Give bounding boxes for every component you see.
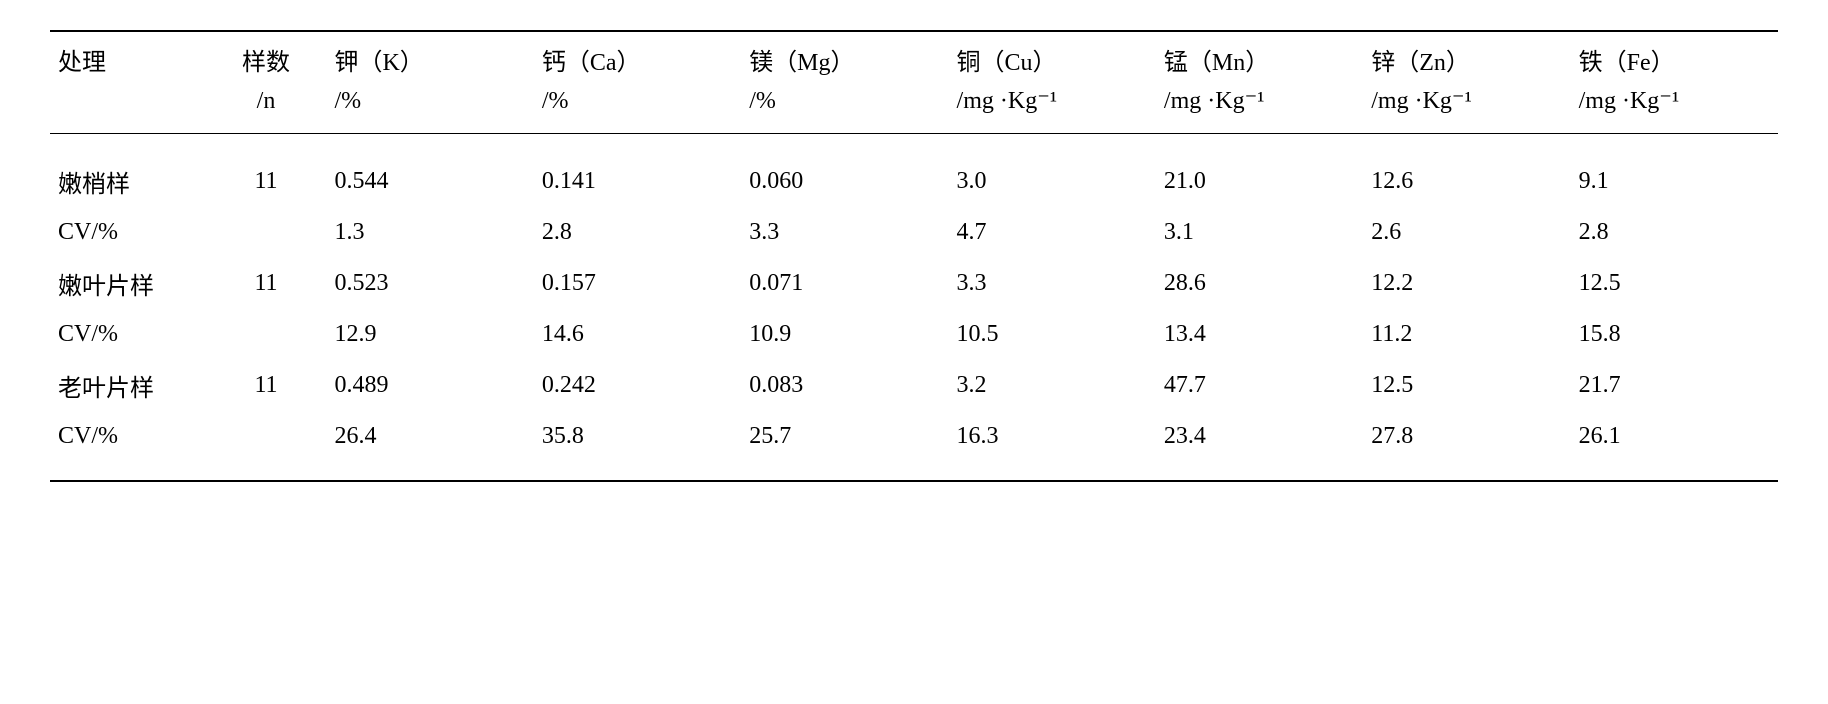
cell-fe: 21.7 (1571, 358, 1778, 413)
cell-samples: 11 (206, 256, 327, 311)
cell-mg: 0.083 (741, 358, 948, 413)
header-zn: 锌（Zn） /mg ·Kg⁻¹ (1363, 31, 1570, 133)
table-row: CV/% 12.9 14.6 10.9 10.5 13.4 11.2 15.8 (50, 311, 1778, 358)
spacer-row (50, 133, 1778, 154)
cell-zn: 12.2 (1363, 256, 1570, 311)
header-k: 钾（K） /% (326, 31, 533, 133)
cell-mn: 47.7 (1156, 358, 1363, 413)
cell-treatment: CV/% (50, 413, 206, 460)
table-row: 老叶片样 11 0.489 0.242 0.083 3.2 47.7 12.5 … (50, 358, 1778, 413)
cell-k: 0.544 (326, 154, 533, 209)
cell-mn: 28.6 (1156, 256, 1363, 311)
cell-k: 1.3 (326, 209, 533, 256)
cell-mn: 23.4 (1156, 413, 1363, 460)
header-unit: /n (214, 82, 319, 120)
data-table: 处理 样数 /n 钾（K） /% 钙（Ca） /% 镁（Mg） /% 铜（Cu） (50, 30, 1778, 482)
cell-cu: 3.2 (949, 358, 1156, 413)
header-label: 处理 (58, 50, 106, 76)
cell-zn: 12.5 (1363, 358, 1570, 413)
cell-cu: 4.7 (949, 209, 1156, 256)
cell-k: 12.9 (326, 311, 533, 358)
header-treatment: 处理 (50, 31, 206, 133)
header-label: 钙（Ca） (542, 50, 641, 76)
header-label: 钾（K） (334, 50, 423, 76)
table-header-row: 处理 样数 /n 钾（K） /% 钙（Ca） /% 镁（Mg） /% 铜（Cu） (50, 31, 1778, 133)
cell-k: 0.489 (326, 358, 533, 413)
cell-treatment: 嫩叶片样 (50, 256, 206, 311)
cell-ca: 0.157 (534, 256, 741, 311)
table-row: CV/% 26.4 35.8 25.7 16.3 23.4 27.8 26.1 (50, 413, 1778, 460)
header-ca: 钙（Ca） /% (534, 31, 741, 133)
cell-samples: 11 (206, 154, 327, 209)
cell-fe: 9.1 (1571, 154, 1778, 209)
cell-ca: 14.6 (534, 311, 741, 358)
header-label: 铜（Cu） (957, 50, 1057, 76)
header-samples: 样数 /n (206, 31, 327, 133)
header-cu: 铜（Cu） /mg ·Kg⁻¹ (949, 31, 1156, 133)
header-unit: /mg ·Kg⁻¹ (1371, 82, 1562, 120)
cell-fe: 12.5 (1571, 256, 1778, 311)
cell-fe: 15.8 (1571, 311, 1778, 358)
cell-samples (206, 311, 327, 358)
cell-treatment: CV/% (50, 209, 206, 256)
header-unit: /% (749, 82, 940, 120)
cell-mn: 3.1 (1156, 209, 1363, 256)
header-mg: 镁（Mg） /% (741, 31, 948, 133)
cell-cu: 16.3 (949, 413, 1156, 460)
cell-cu: 3.3 (949, 256, 1156, 311)
header-unit: /% (542, 82, 733, 120)
cell-mg: 10.9 (741, 311, 948, 358)
cell-mg: 0.071 (741, 256, 948, 311)
cell-cu: 3.0 (949, 154, 1156, 209)
cell-zn: 12.6 (1363, 154, 1570, 209)
table-row: 嫩梢样 11 0.544 0.141 0.060 3.0 21.0 12.6 9… (50, 154, 1778, 209)
table-row: CV/% 1.3 2.8 3.3 4.7 3.1 2.6 2.8 (50, 209, 1778, 256)
cell-ca: 0.242 (534, 358, 741, 413)
cell-mg: 25.7 (741, 413, 948, 460)
cell-treatment: CV/% (50, 311, 206, 358)
cell-samples (206, 209, 327, 256)
cell-fe: 2.8 (1571, 209, 1778, 256)
cell-k: 0.523 (326, 256, 533, 311)
header-fe: 铁（Fe） /mg ·Kg⁻¹ (1571, 31, 1778, 133)
header-unit: /mg ·Kg⁻¹ (1579, 82, 1770, 120)
cell-mg: 3.3 (741, 209, 948, 256)
header-unit: /% (334, 82, 525, 120)
cell-ca: 0.141 (534, 154, 741, 209)
cell-k: 26.4 (326, 413, 533, 460)
header-label: 样数 (242, 50, 290, 76)
cell-treatment: 老叶片样 (50, 358, 206, 413)
cell-zn: 11.2 (1363, 311, 1570, 358)
cell-ca: 35.8 (534, 413, 741, 460)
cell-ca: 2.8 (534, 209, 741, 256)
cell-mn: 13.4 (1156, 311, 1363, 358)
cell-zn: 27.8 (1363, 413, 1570, 460)
header-label: 锰（Mn） (1164, 50, 1269, 76)
cell-samples: 11 (206, 358, 327, 413)
header-mn: 锰（Mn） /mg ·Kg⁻¹ (1156, 31, 1363, 133)
spacer-row (50, 460, 1778, 481)
cell-treatment: 嫩梢样 (50, 154, 206, 209)
header-unit: /mg ·Kg⁻¹ (957, 82, 1148, 120)
cell-mg: 0.060 (741, 154, 948, 209)
header-unit: /mg ·Kg⁻¹ (1164, 82, 1355, 120)
table-row: 嫩叶片样 11 0.523 0.157 0.071 3.3 28.6 12.2 … (50, 256, 1778, 311)
cell-fe: 26.1 (1571, 413, 1778, 460)
cell-mn: 21.0 (1156, 154, 1363, 209)
cell-cu: 10.5 (949, 311, 1156, 358)
header-label: 锌（Zn） (1371, 50, 1470, 76)
header-label: 镁（Mg） (749, 50, 854, 76)
cell-zn: 2.6 (1363, 209, 1570, 256)
header-label: 铁（Fe） (1579, 50, 1675, 76)
cell-samples (206, 413, 327, 460)
